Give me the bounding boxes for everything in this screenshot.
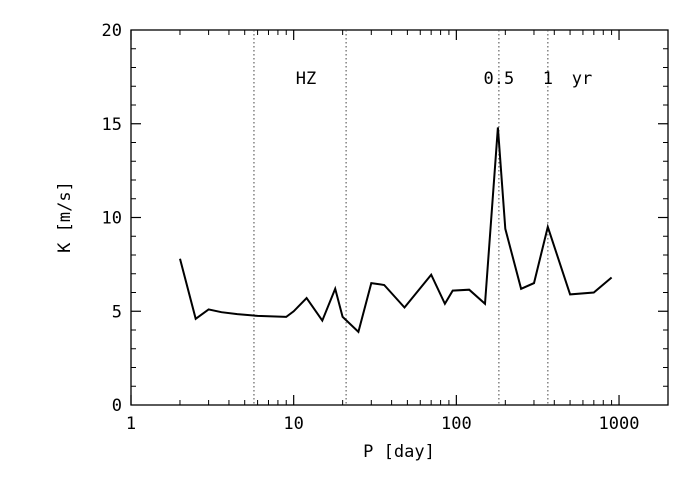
minor-ticks [131, 30, 668, 405]
major-ticks [130, 30, 668, 405]
y-tick-label: 0 [112, 396, 122, 416]
reference-line-label: 1 [543, 69, 553, 89]
hz-label: HZ [296, 69, 316, 89]
x-axis-label: P [day] [363, 442, 435, 462]
x-tick-label: 1000 [599, 414, 640, 434]
y-tick-label: 20 [102, 21, 122, 41]
reference-lines: 0.5 1 [253, 30, 553, 405]
y-axis-label: K [m/s] [55, 181, 75, 253]
x-tick-label: 1 [126, 414, 136, 434]
y-tick-label: 15 [102, 115, 122, 135]
x-tick-label: 10 [283, 414, 303, 434]
series-line [179, 127, 613, 334]
y-tick-labels: 0 5 10 15 20 [102, 21, 122, 416]
series-layer [179, 127, 613, 334]
x-tick-label: 100 [441, 414, 472, 434]
reference-line-label: 0.5 [484, 69, 515, 89]
x-tick-labels: 1 10 100 1000 [126, 414, 640, 434]
y-tick-label: 10 [102, 209, 122, 229]
y-tick-label: 5 [112, 302, 122, 322]
yr-label: yr [572, 69, 592, 89]
